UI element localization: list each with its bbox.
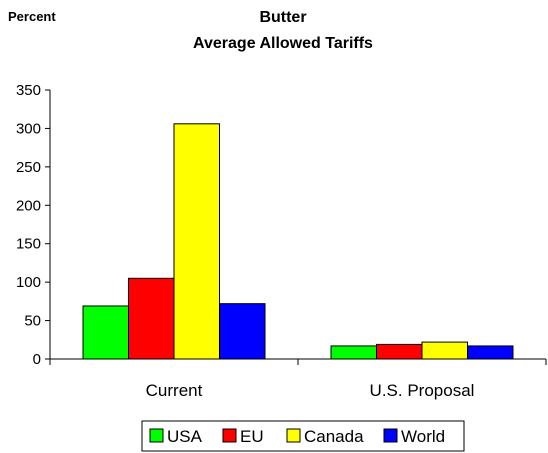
y-tick-label: 150 [16, 236, 41, 253]
x-category-label: Current [146, 381, 203, 400]
bar-canada-proposal [422, 342, 468, 359]
chart-title-line1: Butter [259, 9, 306, 26]
y-tick-label: 350 [16, 82, 41, 99]
legend-label-world: World [401, 427, 445, 446]
legend-swatch-canada [287, 429, 300, 442]
legend-swatch-eu [223, 429, 236, 442]
legend: USA EU Canada World [142, 421, 464, 451]
plot-area: 0 50 100 150 200 250 300 350 Current U.S. Proposa… [16, 82, 546, 400]
bar-world-current [220, 304, 266, 359]
legend-label-eu: EU [240, 427, 264, 446]
legend-swatch-world [384, 429, 397, 442]
bar-eu-proposal [377, 344, 423, 359]
y-tick-label: 250 [16, 159, 41, 176]
x-category-label: U.S. Proposal [370, 381, 475, 400]
y-axis-label: Percent [8, 9, 56, 24]
y-tick-label: 0 [33, 351, 41, 368]
legend-swatch-usa [150, 429, 163, 442]
bar-eu-current [129, 278, 175, 359]
chart-title-line2: Average Allowed Tariffs [193, 35, 373, 52]
y-tick-label: 200 [16, 197, 41, 214]
legend-label-usa: USA [167, 427, 203, 446]
y-tick-label: 300 [16, 120, 41, 137]
bar-usa-current [83, 306, 129, 359]
y-tick-label: 100 [16, 274, 41, 291]
bar-canada-current [174, 124, 220, 359]
bar-world-proposal [468, 346, 514, 359]
bar-usa-proposal [331, 346, 377, 359]
y-tick-label: 50 [24, 313, 41, 330]
legend-label-canada: Canada [304, 427, 364, 446]
